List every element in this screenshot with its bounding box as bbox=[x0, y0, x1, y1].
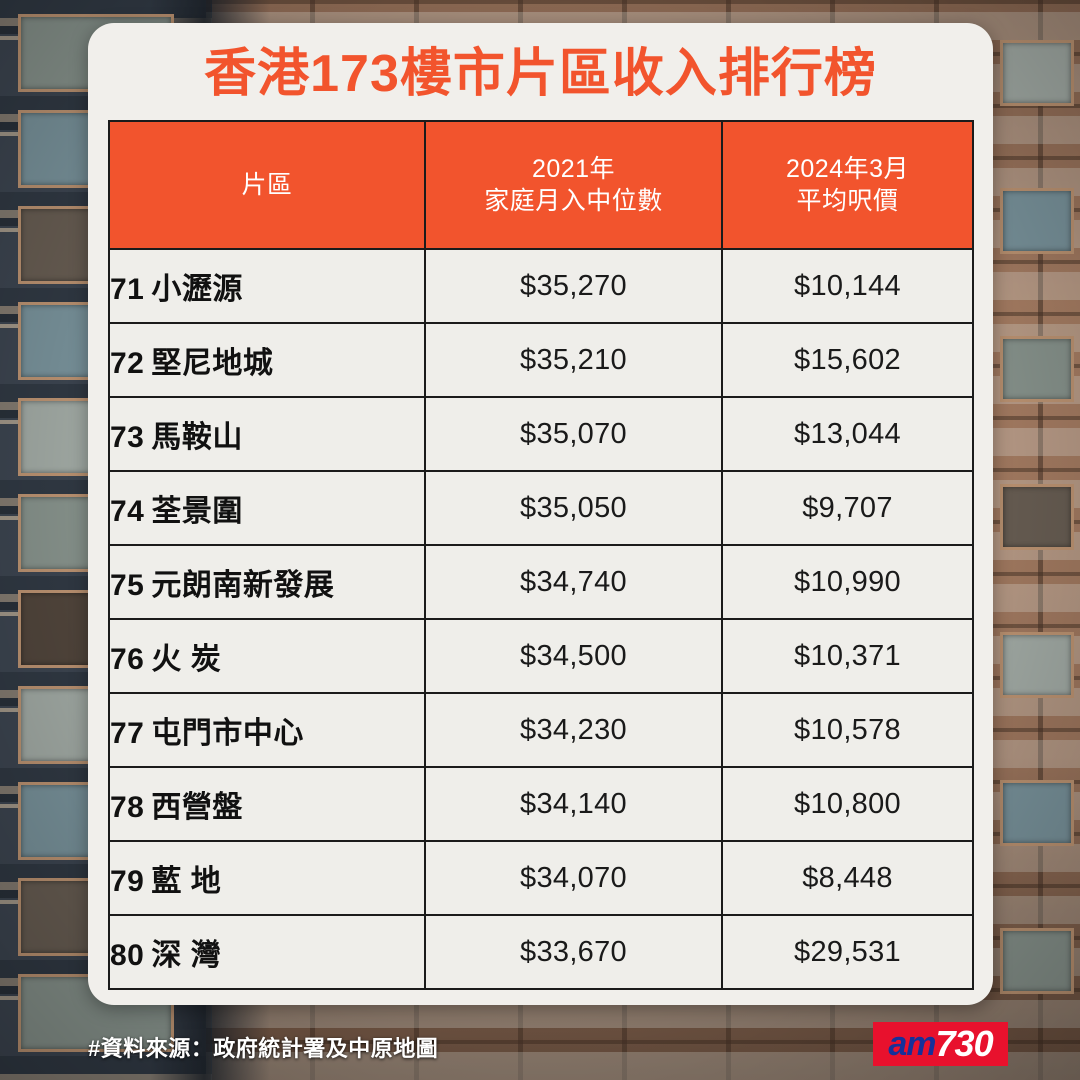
cell-rank: 77 bbox=[110, 717, 145, 750]
cell-area: 80 深 灣 bbox=[108, 914, 426, 990]
am730-logo-am: am bbox=[888, 1025, 936, 1063]
cell-area: 79 藍 地 bbox=[108, 840, 426, 916]
table-row: 74 荃景圍 $35,050 $9,707 bbox=[108, 470, 974, 546]
table-header-row: 片區 2021年 家庭月入中位數 2024年3月 平均呎價 bbox=[108, 120, 974, 250]
cell-income: $34,230 bbox=[424, 692, 723, 768]
cell-area: 73 馬鞍山 bbox=[108, 396, 426, 472]
table-row: 76 火 炭 $34,500 $10,371 bbox=[108, 618, 974, 694]
cell-area-name: 屯門市中心 bbox=[151, 717, 304, 750]
cell-area-name: 深 灣 bbox=[151, 939, 222, 972]
am730-logo-number: 730 bbox=[935, 1023, 994, 1064]
table-row: 73 馬鞍山 $35,070 $13,044 bbox=[108, 396, 974, 472]
ranking-table: 片區 2021年 家庭月入中位數 2024年3月 平均呎價 71 小瀝源 $35,… bbox=[108, 120, 974, 990]
window bbox=[1000, 632, 1074, 698]
source-note: #資料來源：政府統計署及中原地圖 bbox=[88, 1036, 439, 1061]
cell-income: $34,070 bbox=[424, 840, 723, 916]
cell-area: 77 屯門市中心 bbox=[108, 692, 426, 768]
table-body: 71 小瀝源 $35,270 $10,144 72 堅尼地城 $35,210 $15… bbox=[108, 248, 974, 990]
cell-area: 76 火 炭 bbox=[108, 618, 426, 694]
cell-area-name: 火 炭 bbox=[151, 643, 222, 676]
cell-income: $34,500 bbox=[424, 618, 723, 694]
cell-price: $10,578 bbox=[721, 692, 974, 768]
cell-rank: 72 bbox=[110, 347, 145, 380]
cell-rank: 80 bbox=[110, 939, 145, 972]
cell-income: $35,050 bbox=[424, 470, 723, 546]
footer: #資料來源：政府統計署及中原地圖 am 730 bbox=[0, 1005, 1080, 1080]
content-card: 香港173樓市片區收入排行榜 片區 2021年 家庭月入中位數 20 bbox=[88, 23, 993, 1005]
cell-area: 72 堅尼地城 bbox=[108, 322, 426, 398]
cell-rank: 79 bbox=[110, 865, 145, 898]
table-row: 72 堅尼地城 $35,210 $15,602 bbox=[108, 322, 974, 398]
cell-price: $15,602 bbox=[721, 322, 974, 398]
window bbox=[1000, 780, 1074, 846]
window bbox=[1000, 928, 1074, 994]
cell-rank: 71 bbox=[110, 273, 145, 306]
cell-price: $10,990 bbox=[721, 544, 974, 620]
table-row: 78 西營盤 $34,140 $10,800 bbox=[108, 766, 974, 842]
window bbox=[1000, 336, 1074, 402]
cell-area-name: 元朗南新發展 bbox=[151, 569, 335, 602]
cell-rank: 76 bbox=[110, 643, 145, 676]
cell-area: 75 元朗南新發展 bbox=[108, 544, 426, 620]
cell-area-name: 小瀝源 bbox=[151, 273, 243, 306]
cell-price: $10,144 bbox=[721, 248, 974, 324]
cell-income: $35,070 bbox=[424, 396, 723, 472]
cell-area-name: 馬鞍山 bbox=[151, 421, 243, 454]
cell-area-name: 西營盤 bbox=[151, 791, 243, 824]
table-row: 71 小瀝源 $35,270 $10,144 bbox=[108, 248, 974, 324]
window bbox=[1000, 484, 1074, 550]
cell-rank: 78 bbox=[110, 791, 145, 824]
cell-income: $35,210 bbox=[424, 322, 723, 398]
column-header-income-line1: 2021年 bbox=[531, 155, 616, 183]
column-header-price-line2: 平均呎價 bbox=[796, 187, 899, 215]
page-title: 香港173樓市片區收入排行榜 bbox=[204, 45, 877, 103]
cell-price: $13,044 bbox=[721, 396, 974, 472]
cell-area-name: 荃景圍 bbox=[151, 495, 243, 528]
table-header: 片區 2021年 家庭月入中位數 2024年3月 平均呎價 bbox=[108, 120, 974, 250]
column-header-area: 片區 bbox=[108, 120, 426, 250]
cell-price: $29,531 bbox=[721, 914, 974, 990]
cell-area: 74 荃景圍 bbox=[108, 470, 426, 546]
window bbox=[1000, 40, 1074, 106]
cell-area-name: 堅尼地城 bbox=[151, 347, 274, 380]
cell-income: $34,140 bbox=[424, 766, 723, 842]
cell-area: 78 西營盤 bbox=[108, 766, 426, 842]
cell-area: 71 小瀝源 bbox=[108, 248, 426, 324]
window bbox=[1000, 188, 1074, 254]
table-row: 77 屯門市中心 $34,230 $10,578 bbox=[108, 692, 974, 768]
table-row: 75 元朗南新發展 $34,740 $10,990 bbox=[108, 544, 974, 620]
column-header-price-line1: 2024年3月 bbox=[785, 155, 910, 183]
cell-price: $10,371 bbox=[721, 618, 974, 694]
cell-income: $33,670 bbox=[424, 914, 723, 990]
column-header-price: 2024年3月 平均呎價 bbox=[721, 120, 974, 250]
cell-rank: 75 bbox=[110, 569, 145, 602]
cell-rank: 74 bbox=[110, 495, 145, 528]
column-header-income: 2021年 家庭月入中位數 bbox=[424, 120, 723, 250]
cell-price: $10,800 bbox=[721, 766, 974, 842]
cell-income: $35,270 bbox=[424, 248, 723, 324]
column-header-area-label: 片區 bbox=[241, 171, 293, 199]
table-row: 79 藍 地 $34,070 $8,448 bbox=[108, 840, 974, 916]
cell-area-name: 藍 地 bbox=[151, 865, 222, 898]
cell-price: $9,707 bbox=[721, 470, 974, 546]
cell-rank: 73 bbox=[110, 421, 145, 454]
cell-income: $34,740 bbox=[424, 544, 723, 620]
column-header-income-line2: 家庭月入中位數 bbox=[484, 187, 663, 215]
table-row: 80 深 灣 $33,670 $29,531 bbox=[108, 914, 974, 990]
am730-logo: am 730 bbox=[873, 1022, 1008, 1066]
cell-price: $8,448 bbox=[721, 840, 974, 916]
